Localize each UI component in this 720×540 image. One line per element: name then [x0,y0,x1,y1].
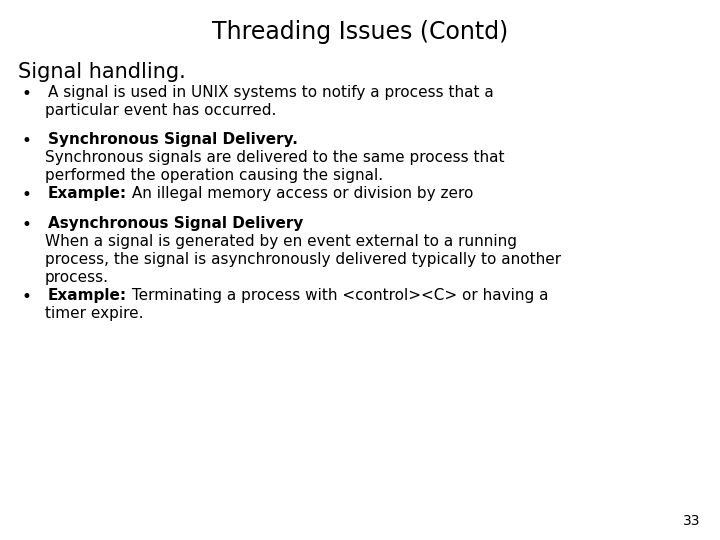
Text: Synchronous signals are delivered to the same process that: Synchronous signals are delivered to the… [45,150,505,165]
Text: Example:: Example: [48,288,127,303]
Text: process.: process. [45,271,109,286]
Text: •: • [22,132,32,150]
Text: Example:: Example: [48,186,127,201]
Text: •: • [22,217,32,234]
Text: Terminating a process with <control><C> or having a: Terminating a process with <control><C> … [127,288,549,303]
Text: particular event has occurred.: particular event has occurred. [45,103,276,118]
Text: timer expire.: timer expire. [45,306,143,321]
Text: Asynchronous Signal Delivery: Asynchronous Signal Delivery [48,217,303,232]
Text: Synchronous Signal Delivery.: Synchronous Signal Delivery. [48,132,298,147]
Text: When a signal is generated by en event external to a running: When a signal is generated by en event e… [45,234,517,249]
Text: Threading Issues (Contd): Threading Issues (Contd) [212,20,508,44]
Text: An illegal memory access or division by zero: An illegal memory access or division by … [127,186,474,201]
Text: 33: 33 [683,514,700,528]
Text: •: • [22,186,32,204]
Text: Signal handling.: Signal handling. [18,62,186,82]
Text: •: • [22,288,32,306]
Text: process, the signal is asynchronously delivered typically to another: process, the signal is asynchronously de… [45,252,561,267]
Text: A signal is used in UNIX systems to notify a process that a: A signal is used in UNIX systems to noti… [48,85,494,100]
Text: •: • [22,85,32,103]
Text: performed the operation causing the signal.: performed the operation causing the sign… [45,168,383,183]
